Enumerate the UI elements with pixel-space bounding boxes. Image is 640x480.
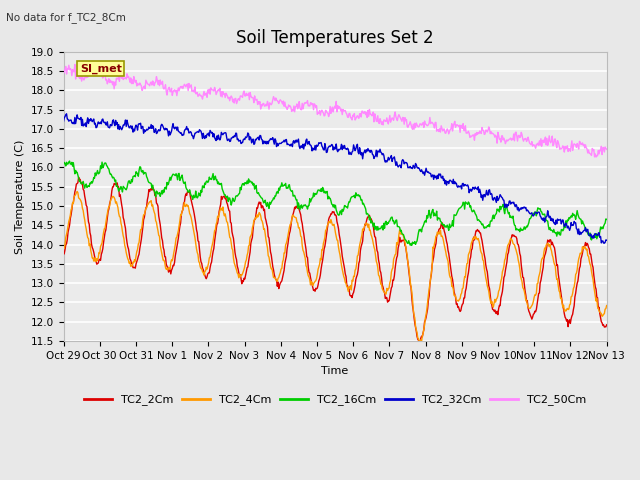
Legend: TC2_2Cm, TC2_4Cm, TC2_16Cm, TC2_32Cm, TC2_50Cm: TC2_2Cm, TC2_4Cm, TC2_16Cm, TC2_32Cm, TC…: [80, 390, 590, 410]
Text: SI_met: SI_met: [80, 63, 122, 73]
Y-axis label: Soil Temperature (C): Soil Temperature (C): [15, 139, 25, 253]
Text: No data for f_TC2_8Cm: No data for f_TC2_8Cm: [6, 12, 126, 23]
Title: Soil Temperatures Set 2: Soil Temperatures Set 2: [236, 29, 434, 48]
X-axis label: Time: Time: [321, 366, 349, 376]
